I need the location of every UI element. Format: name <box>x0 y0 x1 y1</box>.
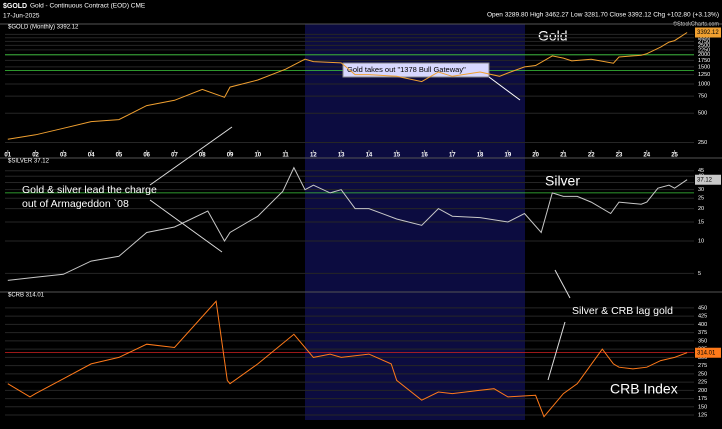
y-tick-label: 2250 <box>698 47 710 53</box>
y-tick-label: 225 <box>698 380 707 386</box>
y-tick-label: 350 <box>698 338 707 344</box>
x-tick-label: 01 <box>4 153 11 159</box>
y-tick-label: 150 <box>698 404 707 410</box>
annotation-arrow <box>149 199 223 253</box>
x-tick-label: 08 <box>199 153 206 159</box>
x-tick-label: 03 <box>60 153 67 159</box>
legend-label: $SILVER 37.12 <box>8 159 50 165</box>
x-tick-label: 15 <box>393 153 400 159</box>
x-tick-label: 11 <box>282 153 289 159</box>
annotation: Gold & silver lead the charge <box>22 184 157 196</box>
annotation: Gold <box>538 28 568 44</box>
x-tick-label: 21 <box>560 153 567 159</box>
x-tick-label: 16 <box>421 153 428 159</box>
x-tick-label: 13 <box>338 153 345 159</box>
y-tick-label: 750 <box>698 94 707 100</box>
y-tick-label: 30 <box>698 187 704 193</box>
last-value-box <box>695 174 721 185</box>
y-tick-label: 2500 <box>698 43 710 49</box>
series-line <box>7 300 688 418</box>
annotation-box <box>342 62 490 78</box>
y-tick-label: 5 <box>698 271 701 277</box>
last-value-label: 3392.12 <box>697 30 719 36</box>
annotation-arrow <box>149 126 233 186</box>
annotation: out of Armageddon `08 <box>22 198 129 210</box>
y-tick-label: 10 <box>698 238 704 244</box>
y-tick-label: 450 <box>698 305 707 311</box>
y-tick-label: 425 <box>698 314 707 320</box>
last-value-label: 314.01 <box>697 350 716 356</box>
annotation-arrow <box>554 269 571 299</box>
x-tick-label: 18 <box>477 153 484 159</box>
y-tick-label: 500 <box>698 111 707 117</box>
annotation: Silver <box>545 173 580 189</box>
y-tick-label: 275 <box>698 363 707 369</box>
y-tick-label: 2000 <box>698 52 710 58</box>
y-tick-label: 1750 <box>698 58 710 64</box>
x-tick-label: 05 <box>116 153 123 159</box>
y-tick-label: 400 <box>698 322 707 328</box>
x-tick-label: 06 <box>143 153 150 159</box>
y-tick-label: 1500 <box>698 64 710 70</box>
quote: Open 3289.80 High 3462.27 Low 3281.70 Cl… <box>487 12 719 19</box>
series-line <box>7 32 688 140</box>
y-tick-label: 45 <box>698 168 704 174</box>
x-tick-label: 02 <box>32 153 39 159</box>
series-line <box>7 166 688 281</box>
y-tick-label: 1000 <box>698 81 710 87</box>
y-tick-label: 20 <box>698 206 704 212</box>
annotation-arrow <box>547 321 566 381</box>
x-tick-label: 23 <box>616 153 623 159</box>
x-tick-label: 22 <box>588 153 595 159</box>
y-tick-label: 200 <box>698 388 707 394</box>
y-tick-label: 2750 <box>698 39 710 45</box>
legend-label: $GOLD (Monthly) 3392.12 <box>8 25 79 31</box>
x-tick-label: 04 <box>88 153 95 159</box>
description: Gold - Continuous Contract (EOD) CME <box>30 3 146 10</box>
x-tick-label: 09 <box>227 153 234 159</box>
annotation-arrow <box>488 76 521 101</box>
y-tick-label: 3000 <box>698 35 710 41</box>
y-tick-label: 1250 <box>698 72 710 78</box>
date: 17-Jun-2025 <box>3 13 40 20</box>
y-tick-label: 300 <box>698 355 707 361</box>
x-tick-label: 10 <box>254 153 261 159</box>
annotation: Gold takes out "1378 Bull Gateway" <box>347 65 466 74</box>
annotation: Silver & CRB lag gold <box>572 305 673 317</box>
y-tick-label: 175 <box>698 396 707 402</box>
x-tick-label: 12 <box>310 153 317 159</box>
last-value-box <box>695 27 721 38</box>
y-tick-label: 25 <box>698 196 704 202</box>
last-value-box <box>695 347 721 358</box>
x-tick-label: 19 <box>505 153 512 159</box>
x-tick-label: 20 <box>532 153 539 159</box>
y-tick-label: 375 <box>698 330 707 336</box>
x-tick-label: 17 <box>449 153 456 159</box>
x-tick-label: 07 <box>171 153 178 159</box>
x-tick-label: 24 <box>643 153 650 159</box>
y-tick-label: 125 <box>698 413 707 419</box>
legend-label: $CRB 314.01 <box>8 293 45 299</box>
x-tick-label: 14 <box>366 153 373 159</box>
y-tick-label: 250 <box>698 140 707 146</box>
annotation: CRB Index <box>610 381 678 397</box>
last-value-label: 37.12 <box>697 177 713 183</box>
y-tick-label: 15 <box>698 220 704 226</box>
symbol: $GOLD <box>3 3 27 10</box>
x-tick-label: 25 <box>671 153 678 159</box>
y-tick-label: 250 <box>698 371 707 377</box>
